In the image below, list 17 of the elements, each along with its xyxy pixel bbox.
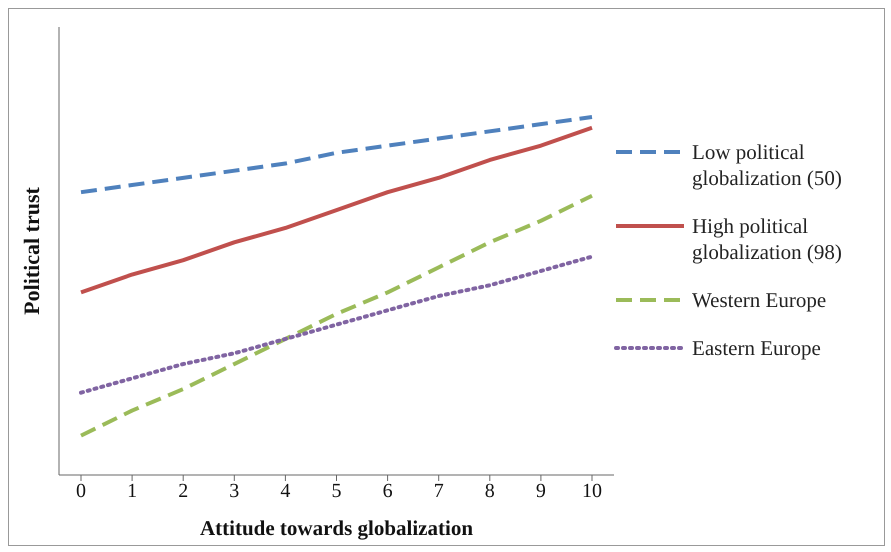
x-tick-label: 6 — [382, 480, 393, 502]
legend-label: Low political globalization (50) — [692, 139, 843, 191]
x-tick-label: 0 — [76, 480, 86, 502]
x-tick-label: 4 — [280, 480, 290, 502]
x-tick-label: 1 — [127, 480, 138, 502]
x-axis-title: Attitude towards globalization — [200, 516, 474, 540]
x-tick-label: 9 — [536, 480, 546, 502]
y-axis-title: Political trust — [18, 186, 44, 315]
legend-label: High political globalization (98) — [692, 213, 843, 265]
x-tick-label: 7 — [434, 480, 444, 502]
x-tick-label: 5 — [332, 480, 342, 502]
x-tick-label: 10 — [582, 480, 602, 502]
x-tick-label: 2 — [178, 480, 188, 502]
legend-label: Western Europe — [692, 287, 826, 313]
legend-label: Eastern Europe — [692, 335, 821, 361]
x-tick-label: 8 — [484, 480, 495, 502]
x-tick-label: 3 — [229, 480, 240, 502]
